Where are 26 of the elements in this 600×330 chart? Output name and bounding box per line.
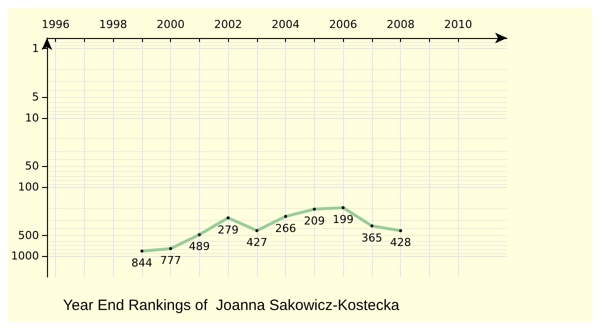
y-tick-label: 500 (18, 228, 39, 242)
y-tick-label: 50 (24, 160, 39, 173)
data-label: 489 (188, 240, 210, 254)
x-tick-label: 2010 (444, 18, 472, 31)
data-label: 777 (160, 254, 182, 268)
x-tick-label: 2002 (214, 18, 242, 31)
x-tick-label: 2000 (156, 18, 185, 31)
x-tick-label: 2006 (329, 18, 358, 31)
data-label: 427 (246, 236, 268, 250)
x-tick-label: 2004 (272, 18, 300, 31)
data-label: 844 (131, 256, 152, 270)
data-label: 279 (218, 223, 239, 236)
data-label: 365 (361, 231, 382, 244)
data-label: 428 (390, 236, 412, 250)
data-label: 199 (332, 213, 354, 226)
y-tick-label: 1 (32, 42, 39, 56)
y-tick-label: 10 (24, 111, 39, 124)
text: Year End Rankings of Joanna Sakowicz-Kostecka (63, 297, 400, 314)
data-label: 266 (275, 222, 296, 235)
x-tick-label: 1998 (99, 18, 128, 31)
x-tick-label: 1996 (42, 18, 70, 31)
y-tick-label: 100 (18, 180, 39, 194)
y-tick-label: 5 (32, 90, 39, 104)
data-label: 209 (304, 214, 325, 228)
x-tick-label: 2008 (386, 18, 415, 31)
y-tick-label: 1000 (10, 250, 39, 263)
